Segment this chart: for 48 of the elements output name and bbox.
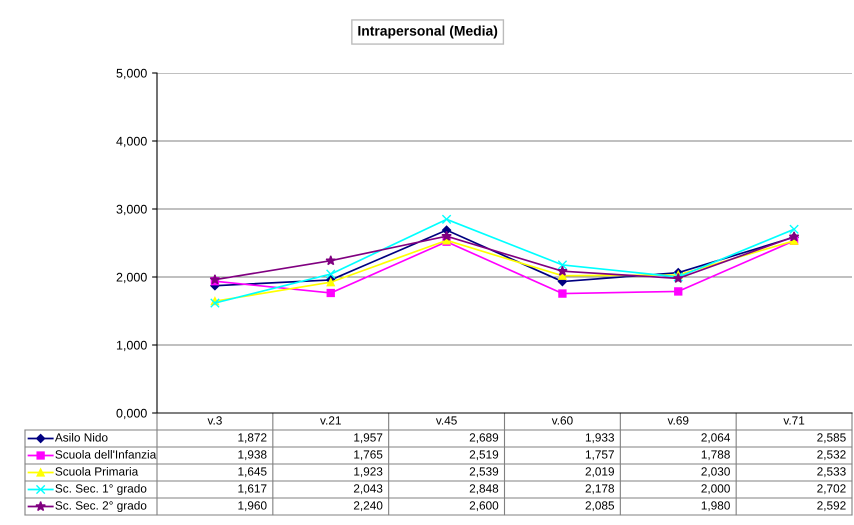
y-tick-label: 1,000 <box>116 340 147 352</box>
data-label: 2,702 <box>817 484 846 494</box>
data-label: 2,030 <box>701 467 730 478</box>
data-label: 2,240 <box>354 501 382 512</box>
y-tick-label: 5,000 <box>116 68 147 80</box>
data-label: 1,765 <box>354 450 382 460</box>
data-label: 2,043 <box>354 484 382 494</box>
data-label: 1,923 <box>354 467 382 478</box>
legend-label: Sc. Sec. 1° grado <box>55 484 146 496</box>
y-tick-label: 3,000 <box>116 204 147 216</box>
x-tick-label: v.60 <box>552 416 573 425</box>
x-tick-label: v.69 <box>668 416 688 425</box>
data-label: 2,600 <box>470 501 498 512</box>
data-label: 1,980 <box>702 501 730 512</box>
data-label: 1,933 <box>586 433 614 444</box>
data-label: 2,519 <box>470 450 498 460</box>
x-tick-label: v.3 <box>208 416 222 425</box>
y-tick-label: 2,000 <box>116 272 147 284</box>
y-tick-label: 0,000 <box>116 408 147 420</box>
data-label: 2,533 <box>817 467 846 478</box>
data-label: 1,957 <box>354 433 382 444</box>
x-tick-label: v.21 <box>320 416 341 425</box>
data-label: 2,848 <box>470 484 498 494</box>
data-label: 1,938 <box>238 450 267 460</box>
data-label: 2,019 <box>586 467 614 478</box>
legend-label: Scuola dell'Infanzia <box>55 450 156 459</box>
data-label: 1,872 <box>238 433 266 444</box>
data-label: 2,539 <box>470 467 498 478</box>
data-label: 1,788 <box>702 450 730 460</box>
chart-title: Intrapersonal (Media) <box>358 26 498 38</box>
y-tick-label: 4,000 <box>116 136 147 148</box>
legend-label: Sc. Sec. 2° grado <box>55 500 146 512</box>
data-label: 2,000 <box>701 484 730 494</box>
data-label: 1,617 <box>238 484 266 494</box>
data-label: 1,757 <box>586 450 614 460</box>
data-label: 2,592 <box>817 501 846 512</box>
legend-label: Asilo Nido <box>54 432 108 442</box>
legend-label: Scuola Primaria <box>55 466 138 476</box>
data-label: 1,960 <box>238 501 267 512</box>
data-label: 2,178 <box>586 484 614 494</box>
data-label: 2,585 <box>817 433 846 444</box>
data-label: 2,085 <box>586 501 614 512</box>
data-label: 2,064 <box>701 433 730 444</box>
x-tick-label: v.71 <box>783 416 804 425</box>
x-tick-label: v.45 <box>436 416 457 425</box>
data-label: 2,689 <box>470 433 498 444</box>
data-label: 2,532 <box>817 450 846 460</box>
data-label: 1,645 <box>238 467 267 478</box>
